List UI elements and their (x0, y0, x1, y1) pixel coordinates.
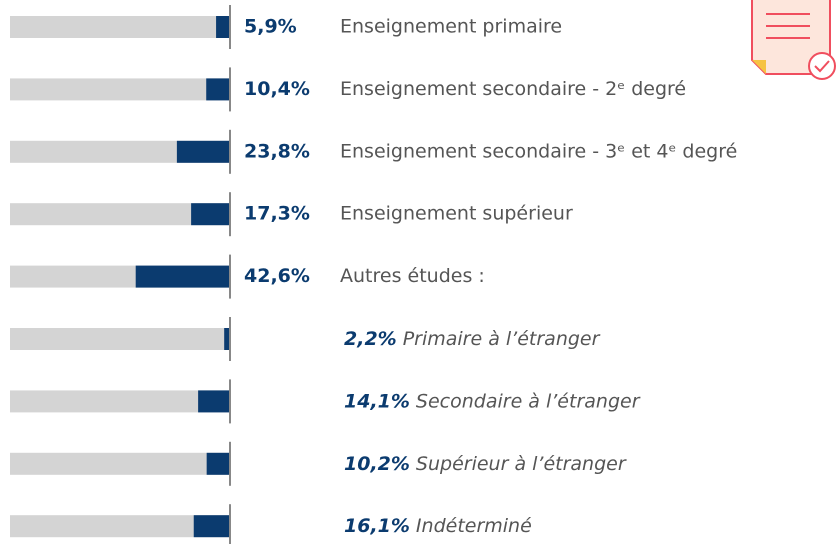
category-label: Enseignement primaire (340, 16, 562, 38)
sub-label: 16,1% Indéterminé (344, 515, 532, 537)
bar (176, 140, 229, 163)
value-label: 16,1% (344, 515, 410, 537)
bar-track (10, 390, 229, 413)
sub-label: 2,2% Primaire à l’étranger (344, 328, 601, 350)
value-label: 14,1% (344, 390, 410, 412)
bar-track (10, 78, 229, 101)
category-label: Indéterminé (416, 515, 532, 537)
value-label: 10,2% (344, 452, 410, 474)
bar-track (10, 515, 229, 538)
category-label: Enseignement secondaire - 3ᵉ et 4ᵉ degré (340, 140, 737, 162)
bar (206, 452, 229, 475)
value-label: 10,4% (244, 78, 310, 100)
bar (206, 78, 229, 101)
bar (224, 328, 229, 350)
sub-label: 10,2% Supérieur à l’étranger (344, 452, 627, 474)
bar-track (10, 452, 229, 475)
category-label: Enseignement supérieur (340, 203, 573, 225)
bar-track (10, 16, 229, 38)
value-label: 5,9% (244, 16, 297, 38)
bar-track (10, 140, 229, 163)
bar (135, 265, 229, 288)
bar (198, 390, 229, 413)
bar (216, 16, 229, 38)
document-icon (751, 0, 836, 80)
category-label: Enseignement secondaire - 2ᵉ degré (340, 78, 686, 100)
sub-label: 14,1% Secondaire à l’étranger (344, 390, 641, 412)
bar-track (10, 328, 229, 350)
bar (191, 203, 229, 226)
bar (193, 515, 229, 538)
bar-track (10, 203, 229, 226)
value-label: 2,2% (344, 328, 397, 350)
category-label: Supérieur à l’étranger (416, 452, 627, 474)
value-label: 17,3% (244, 203, 310, 225)
category-label: Autres études : (340, 265, 485, 287)
category-label: Primaire à l’étranger (403, 328, 601, 350)
category-label: Secondaire à l’étranger (416, 390, 641, 412)
value-label: 23,8% (244, 140, 310, 162)
value-label: 42,6% (244, 265, 310, 287)
